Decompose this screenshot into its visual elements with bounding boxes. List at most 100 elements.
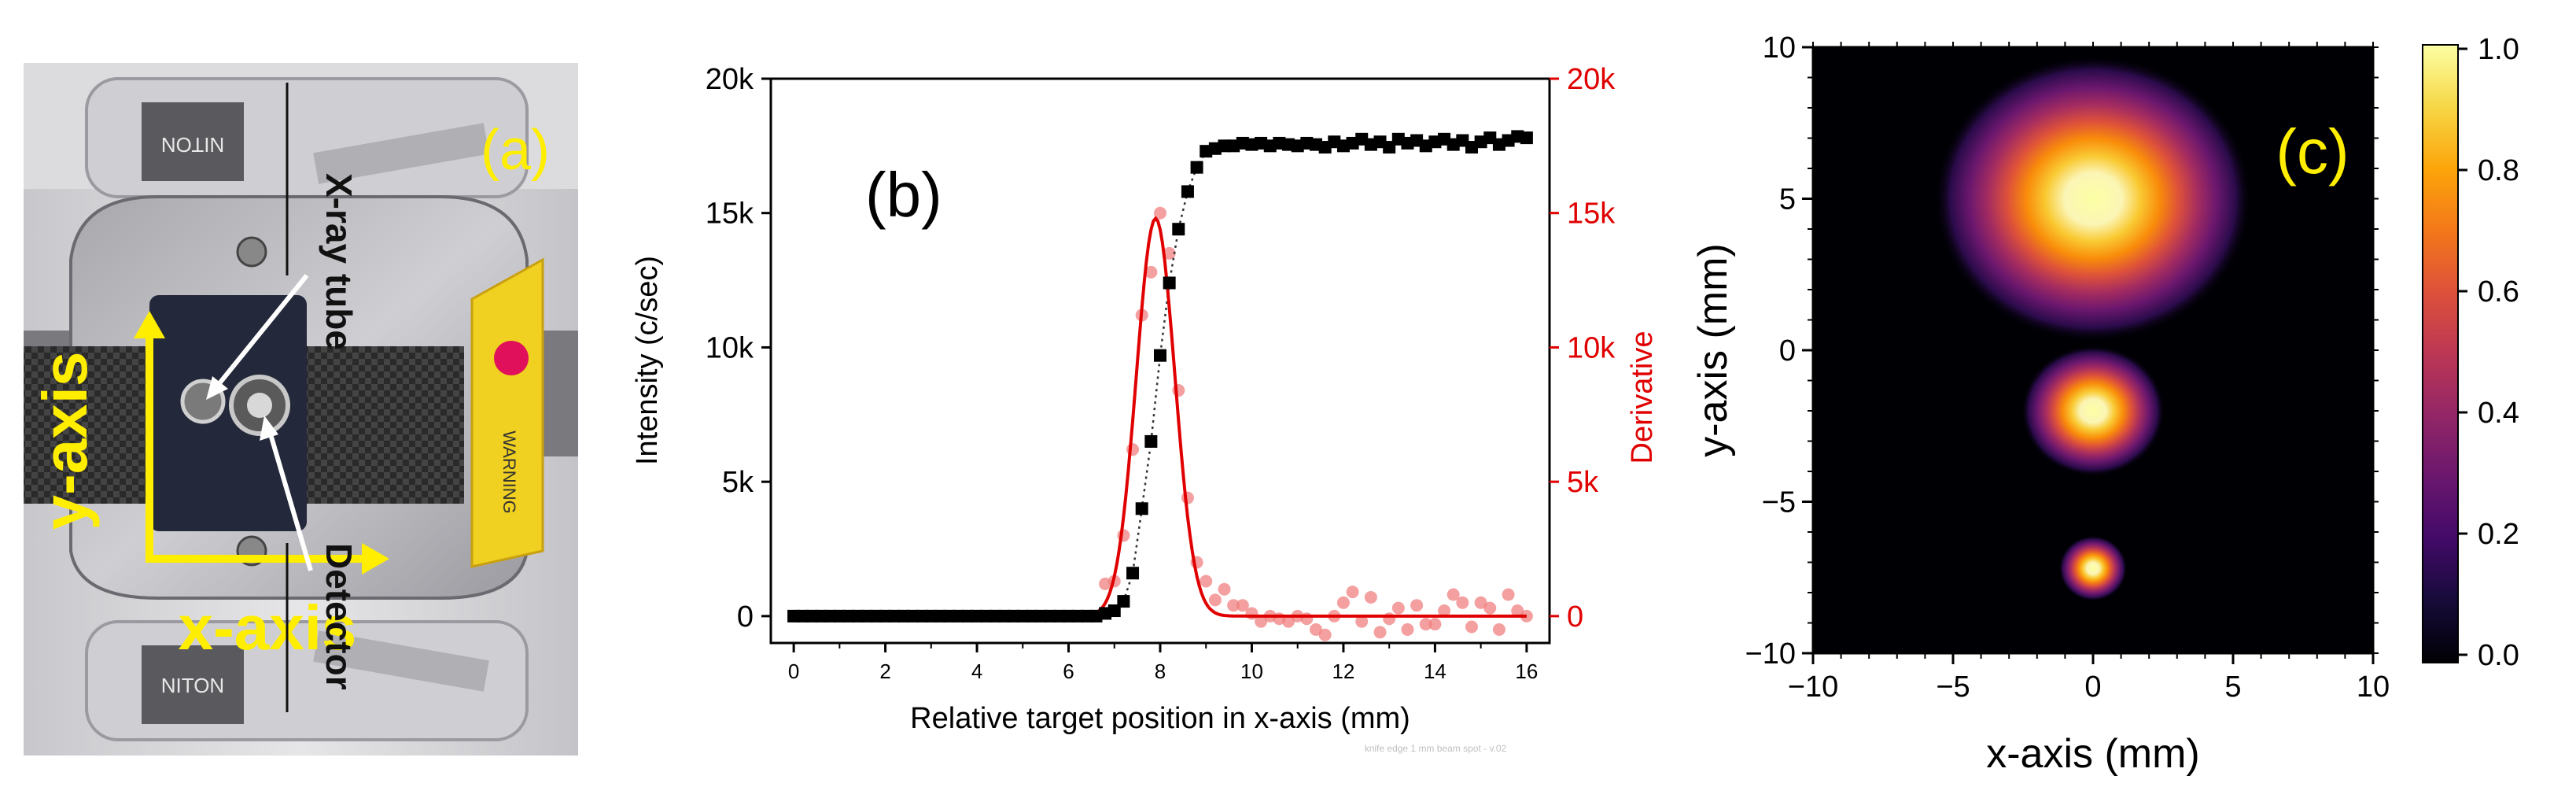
- y-tick-label-right: 10k: [1567, 331, 1616, 364]
- colorbar-ticks: 0.0 0.2 0.4 0.6 0.8 1.0: [2458, 33, 2519, 672]
- top-vent: NITON: [85, 77, 529, 198]
- tube-callout-arrow: [214, 274, 309, 389]
- y-tick-label-left: 0: [737, 600, 754, 634]
- y-tick-label-c: −5: [1762, 486, 1796, 519]
- derivative-point: [1465, 620, 1478, 634]
- x-tick-label: 4: [971, 660, 982, 683]
- watermark-b: knife edge 1 mm beam spot - v.02: [1365, 743, 1507, 754]
- warning-sticker: WARNING: [470, 257, 544, 568]
- x-ticks-c: −10 −5 0 5 10: [1788, 42, 2390, 704]
- y-tick-label-c: 5: [1779, 183, 1796, 216]
- derivative-point: [1474, 596, 1487, 609]
- y-axis-arrowhead: [134, 311, 165, 338]
- detector-callout: Detector: [319, 543, 359, 690]
- derivative-point: [1200, 575, 1213, 588]
- y-ticks-right-b: 0 5k 10k 15k 20k: [1550, 63, 1616, 634]
- brand-top: NITON: [161, 133, 224, 157]
- derivative-point: [1383, 612, 1396, 626]
- derivative-point: [1336, 596, 1350, 609]
- colorbar-tick-label: 0.6: [2478, 275, 2519, 309]
- x-tick-label: 6: [1063, 660, 1074, 683]
- derivative-point: [1227, 599, 1240, 612]
- derivative-point: [1318, 628, 1332, 641]
- derivative-point: [1144, 265, 1158, 279]
- derivative-point: [1355, 615, 1369, 628]
- y-ticks-c: −10 −5 0 5 10: [1745, 31, 2379, 671]
- intensity-point: [1520, 131, 1533, 145]
- x-tick-label: 14: [1424, 660, 1446, 683]
- detector-callout-arrow: [267, 428, 313, 571]
- x-tick-label-c: 5: [2224, 671, 2241, 704]
- warning-text: WARNING: [499, 430, 519, 514]
- detector-window: [247, 393, 272, 418]
- panel-a-photo: NITON WARNING NITON y-axis x-axis (a): [24, 63, 578, 756]
- y-tick-label-right: 0: [1567, 600, 1583, 634]
- heatmap-spots: [1934, 55, 2252, 601]
- derivative-point: [1181, 491, 1194, 504]
- beam-spot: [2021, 345, 2165, 477]
- x-tick-label-c: 10: [2357, 671, 2390, 704]
- x-axis-label-c: x-axis (mm): [1986, 731, 2200, 777]
- y-axis-label-c: y-axis (mm): [1690, 243, 1736, 457]
- colorbar: [2422, 44, 2459, 663]
- detector-callout-arrowhead: [260, 416, 278, 441]
- screw-top: [236, 236, 267, 268]
- y-tick-label-left: 10k: [706, 331, 754, 364]
- tube-callout-arrowhead: [206, 376, 228, 400]
- derivative-point: [1391, 601, 1405, 615]
- derivative-point: [1300, 612, 1314, 626]
- colorbar-tick-label: 1.0: [2478, 33, 2519, 66]
- derivative-point: [1511, 604, 1524, 618]
- x-tick-label: 16: [1515, 660, 1538, 683]
- derivative-point: [1456, 596, 1469, 609]
- intensity-point: [1117, 595, 1130, 608]
- colorbar-tick-label: 0.0: [2478, 639, 2519, 672]
- derivative-point: [1502, 588, 1515, 601]
- derivative-point: [1236, 599, 1249, 612]
- derivative-point: [1163, 246, 1176, 260]
- y-axis-annotation: y-axis: [30, 352, 100, 530]
- beam-spot: [1934, 55, 2252, 342]
- derivative-point: [1364, 590, 1377, 604]
- x-tick-label-c: −5: [1936, 671, 1970, 704]
- intensity-point: [1172, 223, 1185, 236]
- derivative-point: [1446, 588, 1460, 601]
- x-tick-label: 10: [1240, 660, 1263, 683]
- x-tick-label-c: −10: [1788, 671, 1838, 704]
- derivative-point: [1218, 582, 1231, 596]
- panel-c-chart: −10 −5 0 5 10 −10 −5 0 5 10 (c) x-axis (mm) y-ax…: [1690, 31, 2519, 777]
- derivative-point: [1172, 384, 1185, 397]
- x-axis-arrowhead: [362, 543, 389, 575]
- derivative-point: [1483, 601, 1497, 615]
- x-tick-label: 2: [879, 660, 890, 683]
- x-ticks-b: 0 2 4 6 8 10 12 14 16: [788, 643, 1538, 683]
- panel-a-label: (a): [481, 119, 550, 182]
- intensity-points: [787, 130, 1533, 623]
- derivative-point: [1255, 615, 1268, 628]
- derivative-point: [1419, 618, 1432, 631]
- x-tick-label-c: 0: [2084, 671, 2101, 704]
- derivative-point: [1428, 618, 1442, 631]
- derivative-point: [1208, 593, 1222, 607]
- intensity-point: [1126, 567, 1140, 580]
- intensity-point: [1144, 434, 1158, 448]
- sample-window-frame: [149, 295, 307, 531]
- x-axis-label-b: Relative target position in x-axis (mm): [910, 702, 1410, 735]
- derivative-point: [1410, 599, 1424, 612]
- intensity-point: [1154, 349, 1166, 362]
- y-tick-label-right: 15k: [1567, 198, 1616, 231]
- x-axis-annotation: x-axis: [179, 593, 357, 663]
- x-tick-label: 8: [1155, 660, 1166, 683]
- beam-spot: [2058, 535, 2128, 601]
- derivative-point: [1346, 586, 1359, 599]
- y-tick-label-c: 10: [1763, 31, 1796, 65]
- colorbar-tick-label: 0.8: [2478, 154, 2519, 187]
- xray-tube-callout: X-ray tube: [319, 173, 359, 350]
- y-tick-label-right: 20k: [1567, 63, 1616, 96]
- x-tick-label: 0: [788, 660, 799, 683]
- panel-b-label: (b): [865, 160, 942, 230]
- derivative-point: [1401, 623, 1414, 636]
- panel-c-label: (c): [2276, 116, 2349, 187]
